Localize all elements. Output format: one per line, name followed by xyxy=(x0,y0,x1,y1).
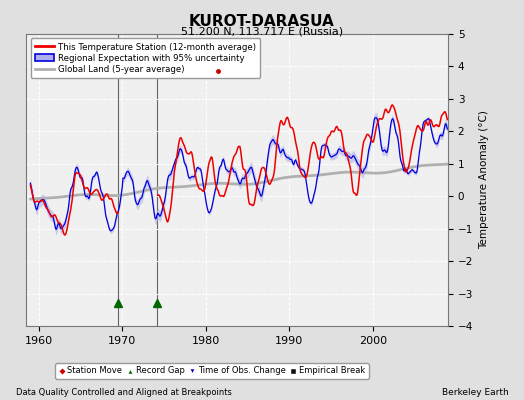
Text: Data Quality Controlled and Aligned at Breakpoints: Data Quality Controlled and Aligned at B… xyxy=(16,388,232,397)
Text: Berkeley Earth: Berkeley Earth xyxy=(442,388,508,397)
Text: KUROT-DARASUA: KUROT-DARASUA xyxy=(189,14,335,29)
Y-axis label: Temperature Anomaly (°C): Temperature Anomaly (°C) xyxy=(478,110,489,250)
Legend: Station Move, Record Gap, Time of Obs. Change, Empirical Break: Station Move, Record Gap, Time of Obs. C… xyxy=(55,363,369,379)
Text: 51.200 N, 113.717 E (Russia): 51.200 N, 113.717 E (Russia) xyxy=(181,27,343,37)
